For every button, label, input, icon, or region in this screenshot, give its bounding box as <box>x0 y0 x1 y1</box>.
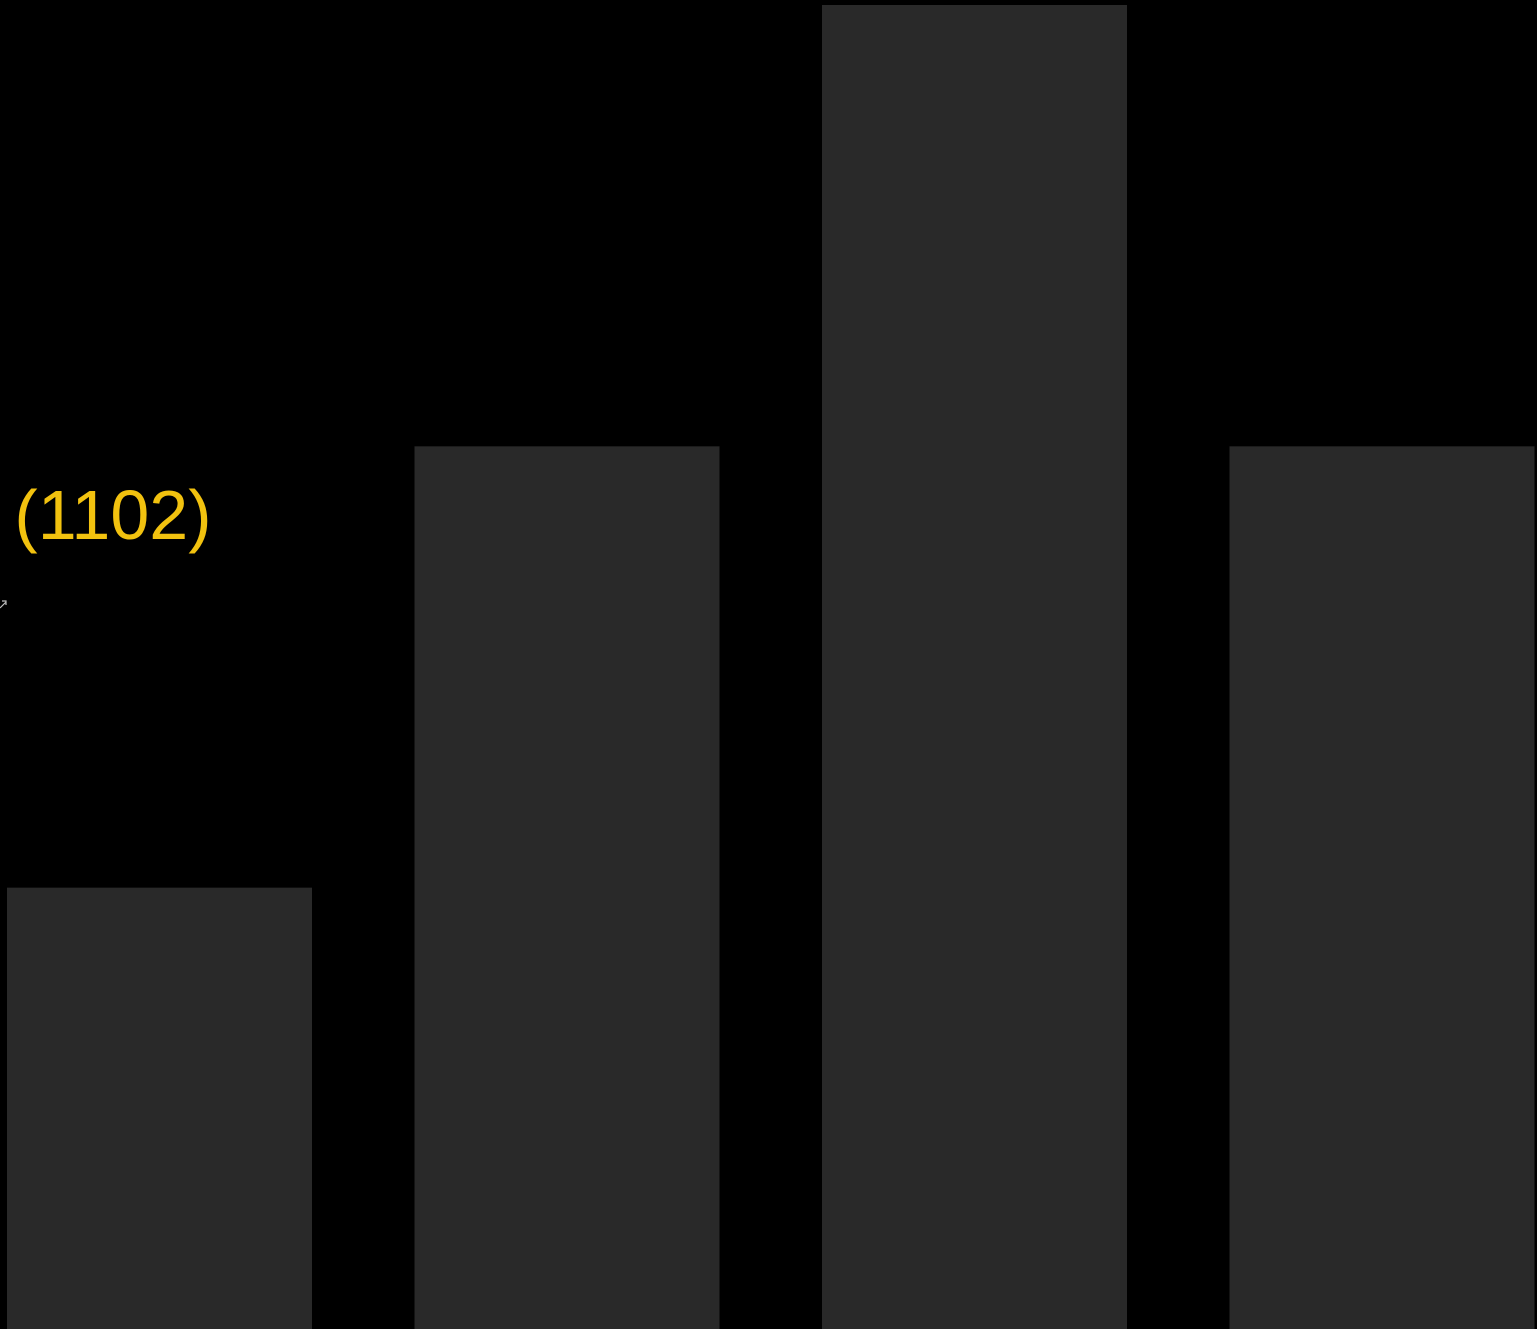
bar-4 <box>1229 446 1535 1329</box>
tile-title[interactable]: o (1102) <box>0 476 212 554</box>
bar-3 <box>822 5 1127 1329</box>
bar-2 <box>414 446 720 1329</box>
arrow-up-right-icon[interactable] <box>0 598 8 610</box>
bar-1 <box>7 887 312 1329</box>
